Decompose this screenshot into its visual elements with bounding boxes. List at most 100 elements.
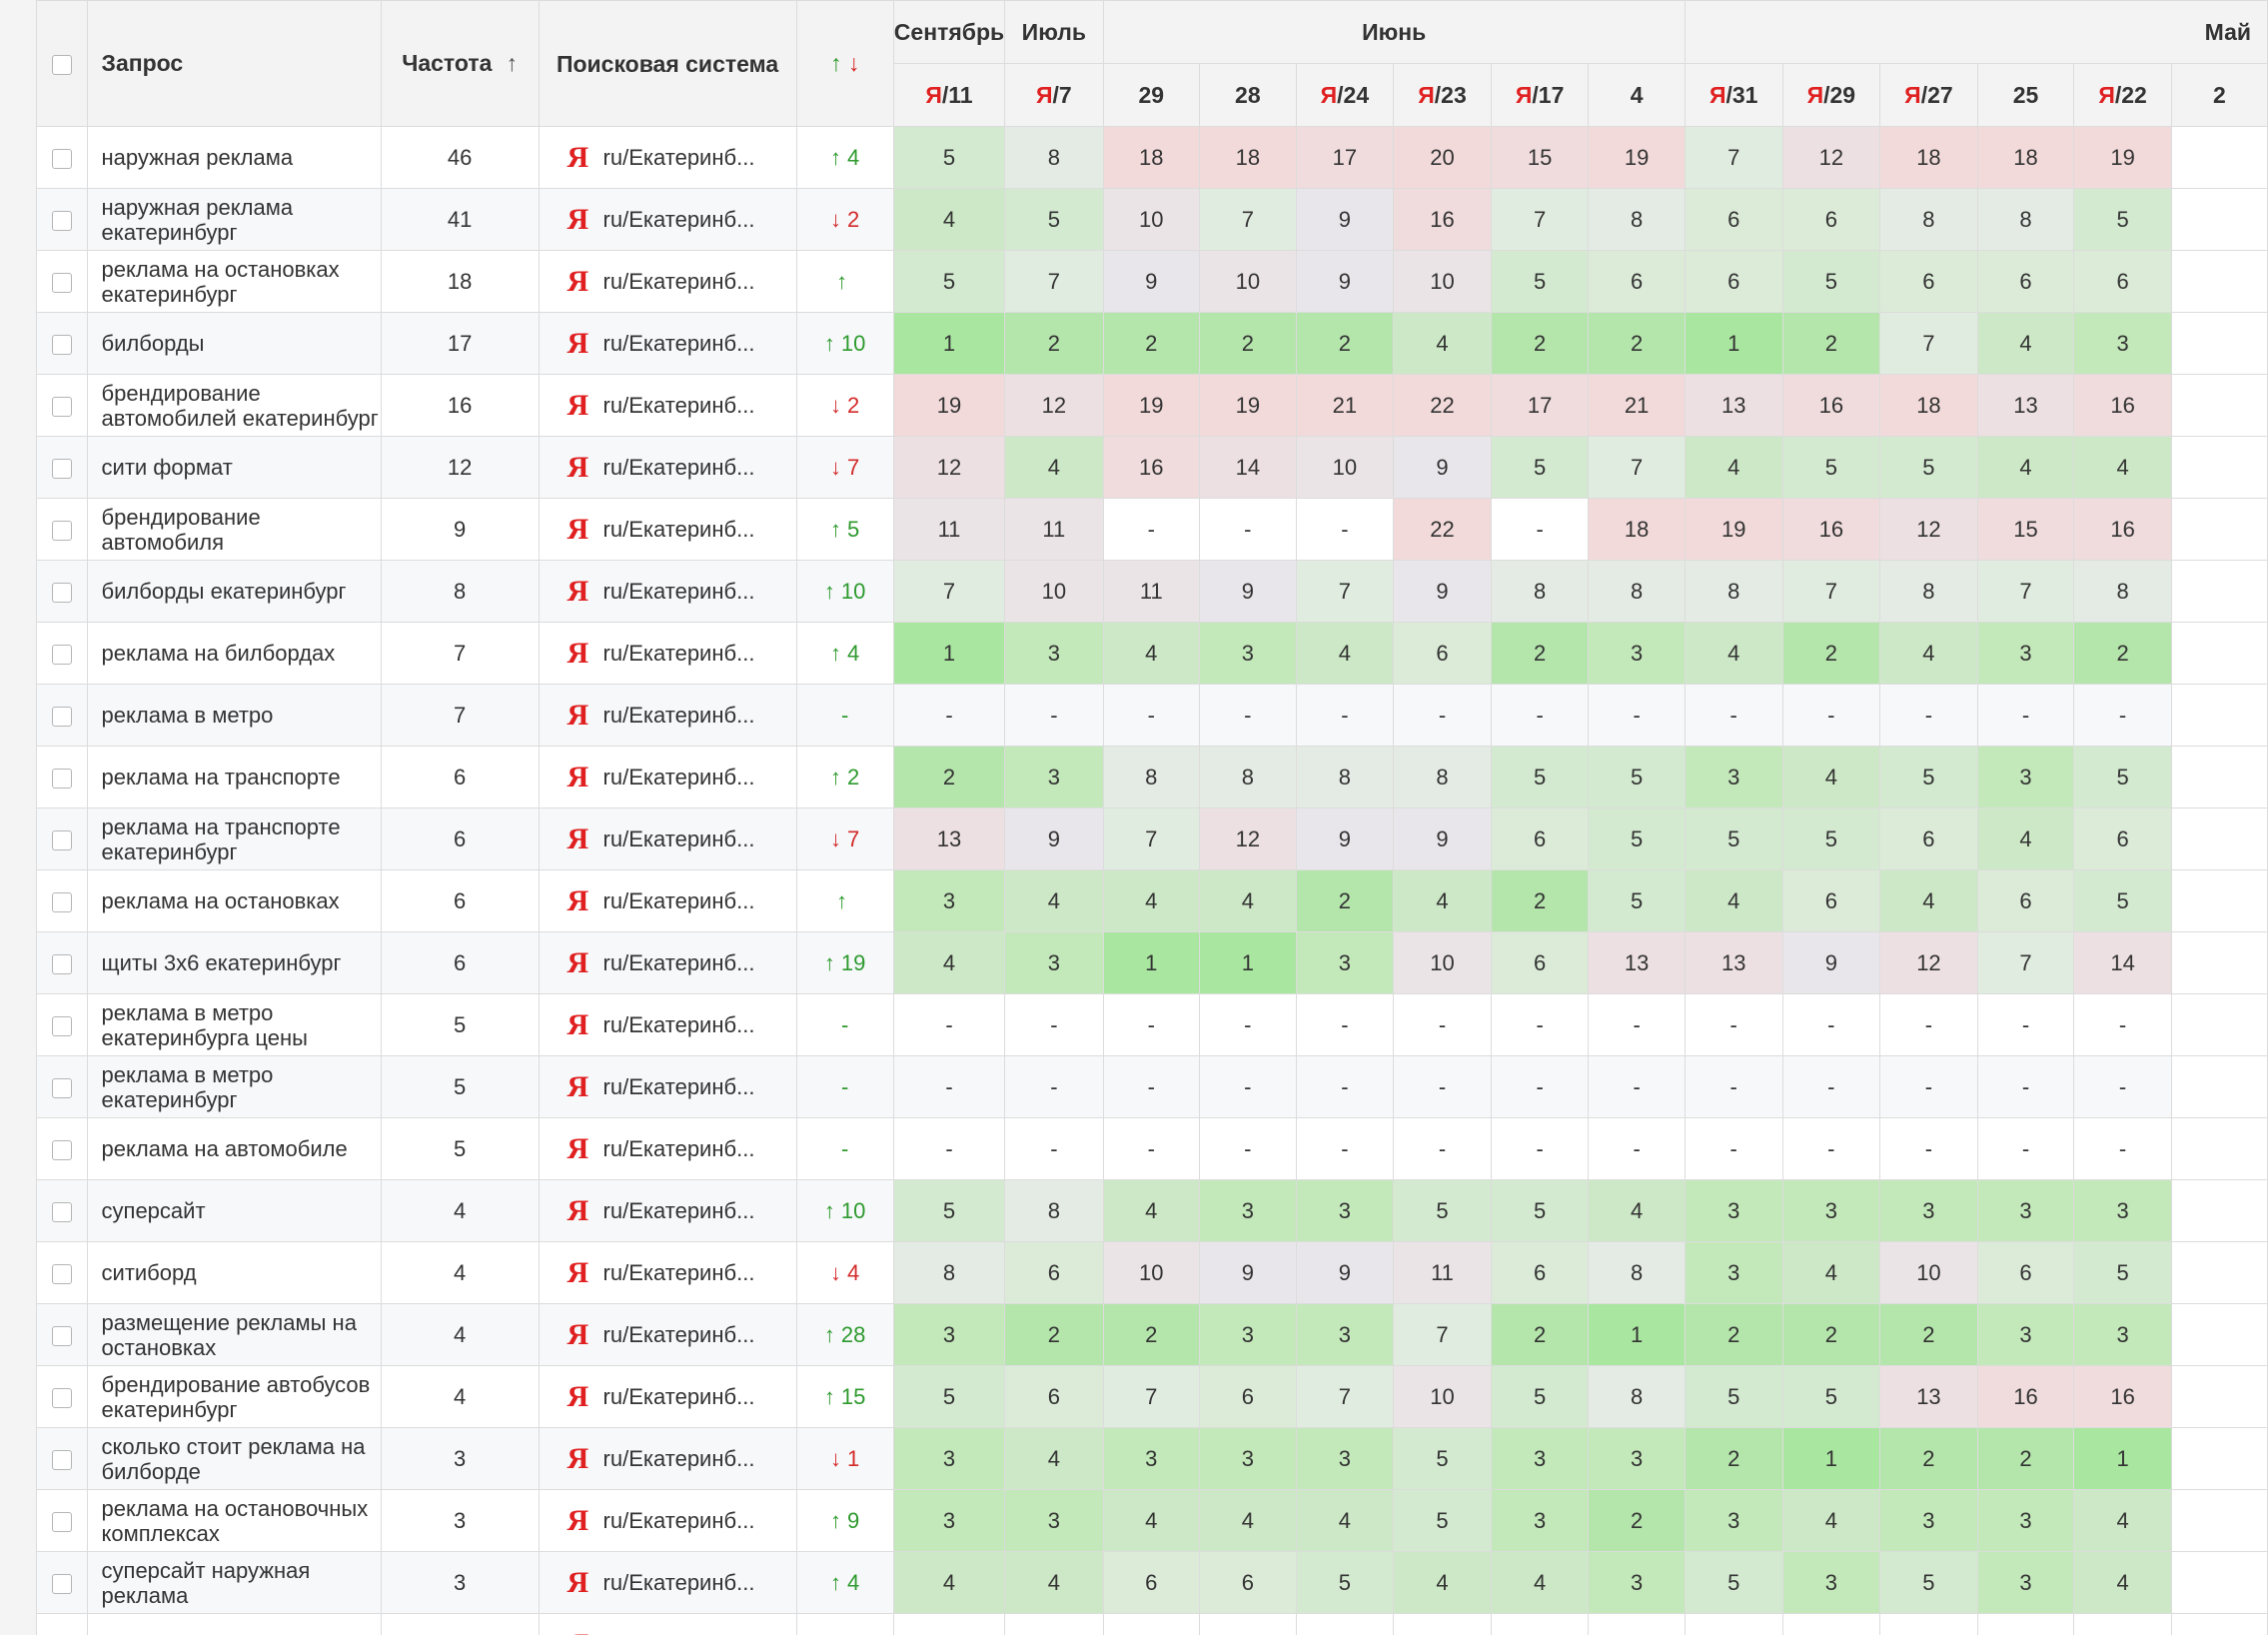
row-checkbox[interactable] [51, 644, 72, 665]
query-cell[interactable]: суперсайт наружная реклама [86, 1551, 382, 1614]
query-cell[interactable]: щиты 3х6 екатеринбург [86, 931, 382, 994]
query-cell[interactable]: брендирование автомобиля [86, 498, 382, 561]
position-cell: 9 [1295, 808, 1395, 870]
search-engine-column-header[interactable]: Поисковая система [538, 0, 797, 127]
query-cell[interactable]: сколько стоит реклама на билборде [86, 1427, 382, 1490]
row-checkbox[interactable] [51, 1511, 72, 1532]
row-checkbox[interactable] [51, 706, 72, 727]
row-checkbox[interactable] [51, 210, 72, 231]
query-cell[interactable]: билборды [86, 312, 382, 375]
query-cell[interactable]: реклама в метро екатеринбурга цены [86, 993, 382, 1056]
date-column-header[interactable]: Я/23 [1393, 63, 1492, 127]
query-cell[interactable]: реклама в метро [86, 684, 382, 747]
row-checkbox[interactable] [51, 953, 72, 974]
select-all-checkbox[interactable] [51, 54, 72, 75]
date-column-header[interactable]: 28 [1199, 63, 1297, 127]
position-cell: 4 [1781, 746, 1881, 809]
query-cell[interactable]: реклама на остановках [86, 869, 382, 932]
query-cell[interactable]: ситиборд [86, 1241, 382, 1304]
date-column-header[interactable]: Я/31 [1684, 63, 1783, 127]
trend-value: 2 [847, 764, 860, 790]
query-cell[interactable]: сити формат [86, 436, 382, 499]
query-cell[interactable]: размещение рекламы на [86, 1613, 382, 1635]
row-checkbox[interactable] [51, 272, 72, 293]
query-cell[interactable]: реклама на остановочных комплексах [86, 1489, 382, 1552]
row-checkbox[interactable] [51, 1201, 72, 1222]
query-cell[interactable]: брендирование автомобилей екатеринбург [86, 374, 382, 437]
position-cell: 5 [1393, 1179, 1492, 1242]
date-column-header[interactable]: 29 [1102, 63, 1201, 127]
row-checkbox[interactable] [51, 829, 72, 850]
date-column-header[interactable]: 25 [1976, 63, 2075, 127]
row-checkbox[interactable] [51, 891, 72, 912]
query-cell[interactable]: билборды екатеринбург [86, 560, 382, 623]
query-cell[interactable]: реклама на транспорте екатеринбург [86, 808, 382, 870]
query-cell[interactable]: брендирование автобусов екатеринбург [86, 1365, 382, 1428]
row-checkbox[interactable] [51, 1015, 72, 1036]
date-column-header[interactable]: Я/24 [1295, 63, 1395, 127]
row-checkbox[interactable] [51, 396, 72, 417]
row-checkbox[interactable] [51, 1077, 72, 1098]
row-checkbox[interactable] [51, 520, 72, 541]
row-checkbox[interactable] [51, 1449, 72, 1470]
row-checkbox[interactable] [51, 458, 72, 479]
date-column-header[interactable]: 4 [1588, 63, 1686, 127]
date-column-header[interactable]: 2 [2170, 63, 2268, 127]
query-cell[interactable]: реклама на автомобиле [86, 1117, 382, 1180]
row-checkbox[interactable] [51, 582, 72, 603]
query-cell[interactable]: суперсайт [86, 1179, 382, 1242]
position-cell [1879, 1613, 1978, 1635]
position-cell: 2 [1781, 1303, 1881, 1366]
query-cell[interactable]: размещение рекламы на остановках [86, 1303, 382, 1366]
row-checkbox[interactable] [51, 1263, 72, 1284]
row-checkbox[interactable] [51, 768, 72, 789]
query-cell[interactable]: реклама на билбордах [86, 622, 382, 685]
query-cell[interactable]: реклама на транспорте [86, 746, 382, 809]
frequency-column-header[interactable]: Частота ↑ [380, 0, 540, 127]
date-column-header[interactable]: Я/27 [1879, 63, 1978, 127]
query-cell[interactable]: реклама в метро екатеринбург [86, 1055, 382, 1118]
trend-column-header[interactable]: ↑ ↓ [795, 0, 894, 127]
date-column-header[interactable]: Я/11 [892, 63, 1006, 127]
date-column-header[interactable]: Я/22 [2073, 63, 2172, 127]
query-cell[interactable]: реклама на остановках екатеринбург [86, 250, 382, 313]
query-column-header[interactable]: Запрос [86, 0, 382, 127]
row-checkbox[interactable] [51, 148, 72, 169]
row-checkbox[interactable] [51, 1573, 72, 1594]
row-checkbox[interactable] [51, 334, 72, 355]
keyword-row[interactable]: размещение рекламы на Яru/Екатеринб... ↑ [36, 1613, 2268, 1635]
sort-asc-icon[interactable]: ↑ [506, 50, 518, 76]
keyword-row[interactable]: брендирование автомобилей екатеринбург 16… [36, 374, 2268, 437]
query-cell[interactable]: наружная реклама [86, 126, 382, 189]
query-cell[interactable]: наружная реклама екатеринбург [86, 188, 382, 251]
row-checkbox[interactable] [51, 1387, 72, 1408]
date-column-header[interactable]: Я/29 [1781, 63, 1881, 127]
date-column-header[interactable]: Я/7 [1004, 63, 1104, 127]
row-checkbox[interactable] [51, 1325, 72, 1346]
date-column-header[interactable]: Я/17 [1490, 63, 1590, 127]
row-checkbox[interactable] [51, 1139, 72, 1160]
